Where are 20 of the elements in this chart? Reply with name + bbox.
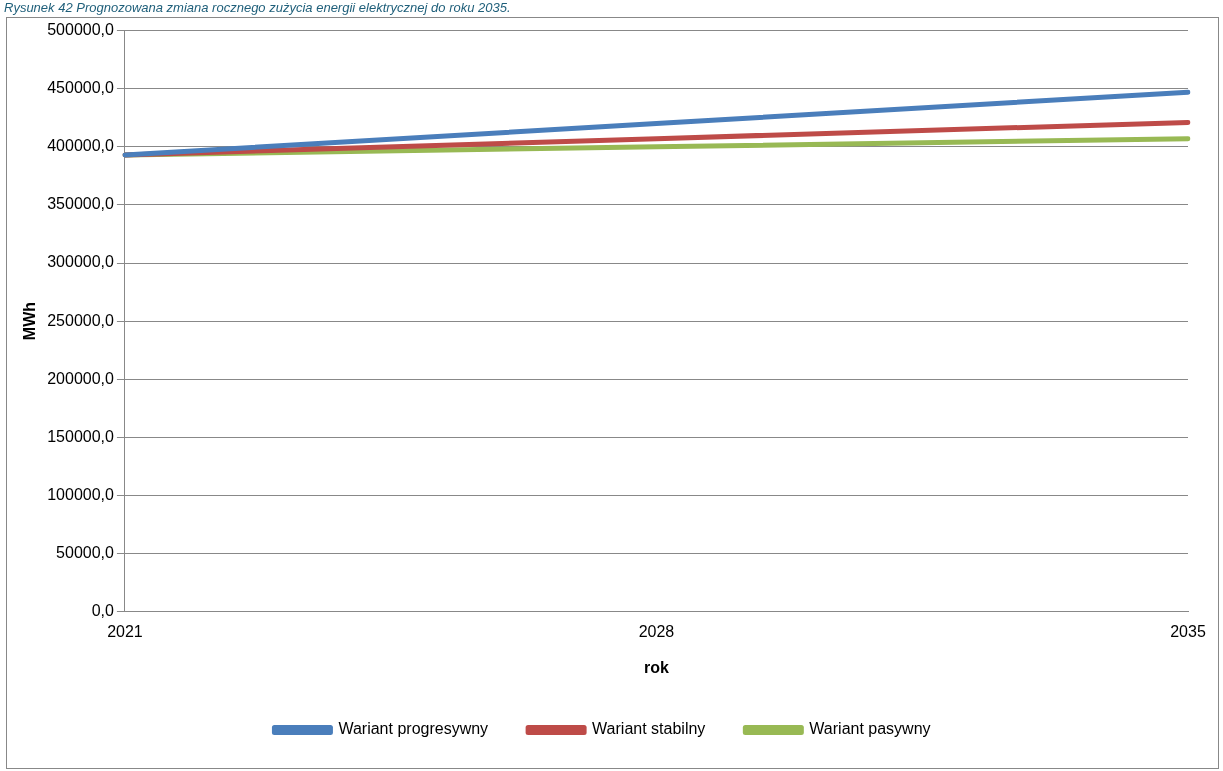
- y-tick-label: 0,0: [91, 602, 115, 620]
- legend-label: Wariant pasywny: [809, 720, 931, 738]
- x-tick-label: 2021: [107, 622, 143, 640]
- y-tick-label: 400000,0: [47, 137, 115, 155]
- y-tick-label: 200000,0: [47, 369, 115, 387]
- legend-label: Wariant progresywny: [338, 720, 489, 738]
- y-tick-label: 250000,0: [47, 311, 115, 329]
- y-axis-title: MWh: [21, 302, 39, 341]
- x-axis-title: rok: [644, 658, 670, 676]
- y-tick-label: 150000,0: [47, 427, 115, 445]
- legend-label: Wariant stabilny: [592, 720, 706, 738]
- y-tick-label: 300000,0: [47, 253, 115, 271]
- y-tick-label: 50000,0: [56, 543, 115, 561]
- y-tick-label: 500000,0: [47, 21, 115, 39]
- y-tick-label: 100000,0: [47, 485, 115, 503]
- chart-title: Rysunek 42 Prognozowana zmiana rocznego zużycia energii elektrycznej do roku 2035.: [4, 0, 511, 15]
- y-tick-label: 350000,0: [47, 195, 115, 213]
- y-tick-label: 450000,0: [47, 79, 115, 97]
- x-tick-label: 2035: [1170, 622, 1206, 640]
- x-tick-label: 2028: [638, 622, 675, 640]
